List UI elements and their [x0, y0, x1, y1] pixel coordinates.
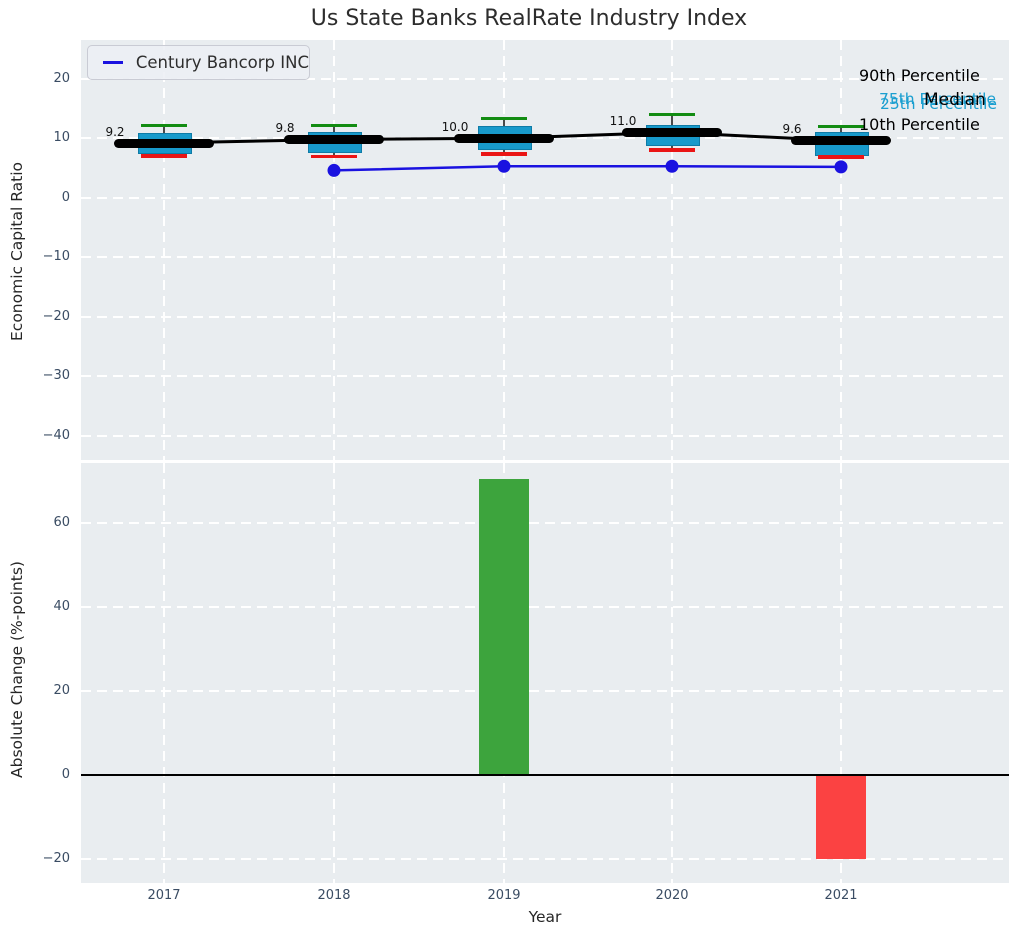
whisker-cap-10th [818, 155, 864, 159]
top-y-tick-label: −10 [42, 249, 70, 265]
bar-negative [816, 775, 866, 859]
top-y-tick-label: −40 [42, 427, 70, 443]
bottom-y-tick-label: 0 [61, 767, 70, 782]
gridline-vertical [671, 40, 673, 460]
gridline-horizontal [81, 315, 1009, 318]
company-marker [665, 159, 679, 173]
gridline-horizontal [81, 77, 1009, 80]
gridline-horizontal [81, 858, 1009, 860]
median-band [622, 127, 722, 137]
x-tick-label: 2021 [824, 888, 858, 903]
bottom-y-tick-label: 60 [53, 515, 70, 530]
annotation-25th-percentile: 25th Percentile [880, 95, 998, 113]
median-value-label: 11.0 [609, 113, 637, 128]
company-line [332, 165, 843, 172]
whisker-cap-10th [649, 148, 695, 152]
zero-baseline [81, 774, 1009, 776]
gridline-vertical [671, 463, 673, 883]
gridline-horizontal [81, 256, 1009, 259]
gridline-vertical [163, 463, 165, 883]
gridline-vertical [840, 40, 842, 460]
gridline-horizontal [81, 434, 1009, 437]
gridline-horizontal [81, 375, 1009, 378]
whisker-cap-10th [141, 154, 187, 158]
legend: Century Bancorp INC [87, 45, 310, 80]
median-value-label: 9.6 [782, 122, 802, 137]
whisker-cap-90th [649, 113, 695, 116]
x-tick-label: 2019 [487, 888, 521, 903]
gridline-horizontal [81, 196, 1009, 199]
x-tick-label: 2017 [147, 888, 181, 903]
gridline-vertical [503, 40, 505, 460]
annotation-75th-percentile: 75th Percentile [879, 90, 997, 108]
median-value-label: 9.8 [275, 120, 295, 135]
whisker-cap-10th [481, 152, 527, 156]
top-y-tick-label: −20 [42, 308, 70, 324]
bottom-y-tick-label: 20 [53, 683, 70, 698]
x-tick-label: 2018 [317, 888, 351, 903]
gridline-horizontal [81, 522, 1009, 524]
chart-title: Us State Banks RealRate Industry Index [310, 6, 748, 31]
bottom-y-tick-label: −20 [42, 851, 70, 866]
whisker-cap-90th [818, 125, 864, 129]
legend-line-swatch [103, 61, 123, 64]
annotation-10th-percentile: 10th Percentile [859, 115, 980, 134]
bottom-plot-area [81, 463, 1009, 883]
top-y-tick-label: 10 [53, 130, 70, 146]
median-band [791, 136, 891, 146]
company-marker [327, 163, 341, 177]
whisker-cap-90th [311, 123, 357, 127]
company-marker [497, 159, 511, 173]
whisker-cap-10th [311, 154, 357, 159]
top-y-tick-label: −30 [42, 368, 70, 384]
annotation-90th-percentile: 90th Percentile [859, 66, 980, 85]
gridline-vertical [333, 40, 335, 460]
whisker-cap-90th [481, 117, 527, 121]
gridline-vertical [163, 40, 165, 460]
median-value-label: 9.2 [105, 124, 125, 139]
top-plot-area: Century Bancorp INC 9.2 9.8 10.0 11.0 9.6 [81, 40, 1009, 460]
top-y-tick-label: 0 [61, 189, 70, 205]
gridline-vertical [840, 463, 842, 883]
median-band [284, 134, 384, 144]
median-band [454, 133, 554, 143]
gridline-horizontal [81, 690, 1009, 692]
legend-label: Century Bancorp INC [135, 53, 309, 72]
whisker-cap-90th [141, 124, 187, 128]
median-band [114, 138, 214, 148]
x-tick-label: 2020 [655, 888, 689, 903]
bar-positive [479, 478, 529, 775]
bottom-y-tick-label: 40 [53, 599, 70, 614]
top-y-tick-label: 20 [53, 70, 70, 86]
company-marker [834, 160, 848, 174]
gridline-horizontal [81, 606, 1009, 608]
x-axis-label: Year [528, 908, 562, 926]
gridline-vertical [333, 463, 335, 883]
median-value-label: 10.0 [441, 119, 469, 134]
annotation-median: Median [924, 90, 986, 110]
top-chart-lines [162, 130, 848, 177]
